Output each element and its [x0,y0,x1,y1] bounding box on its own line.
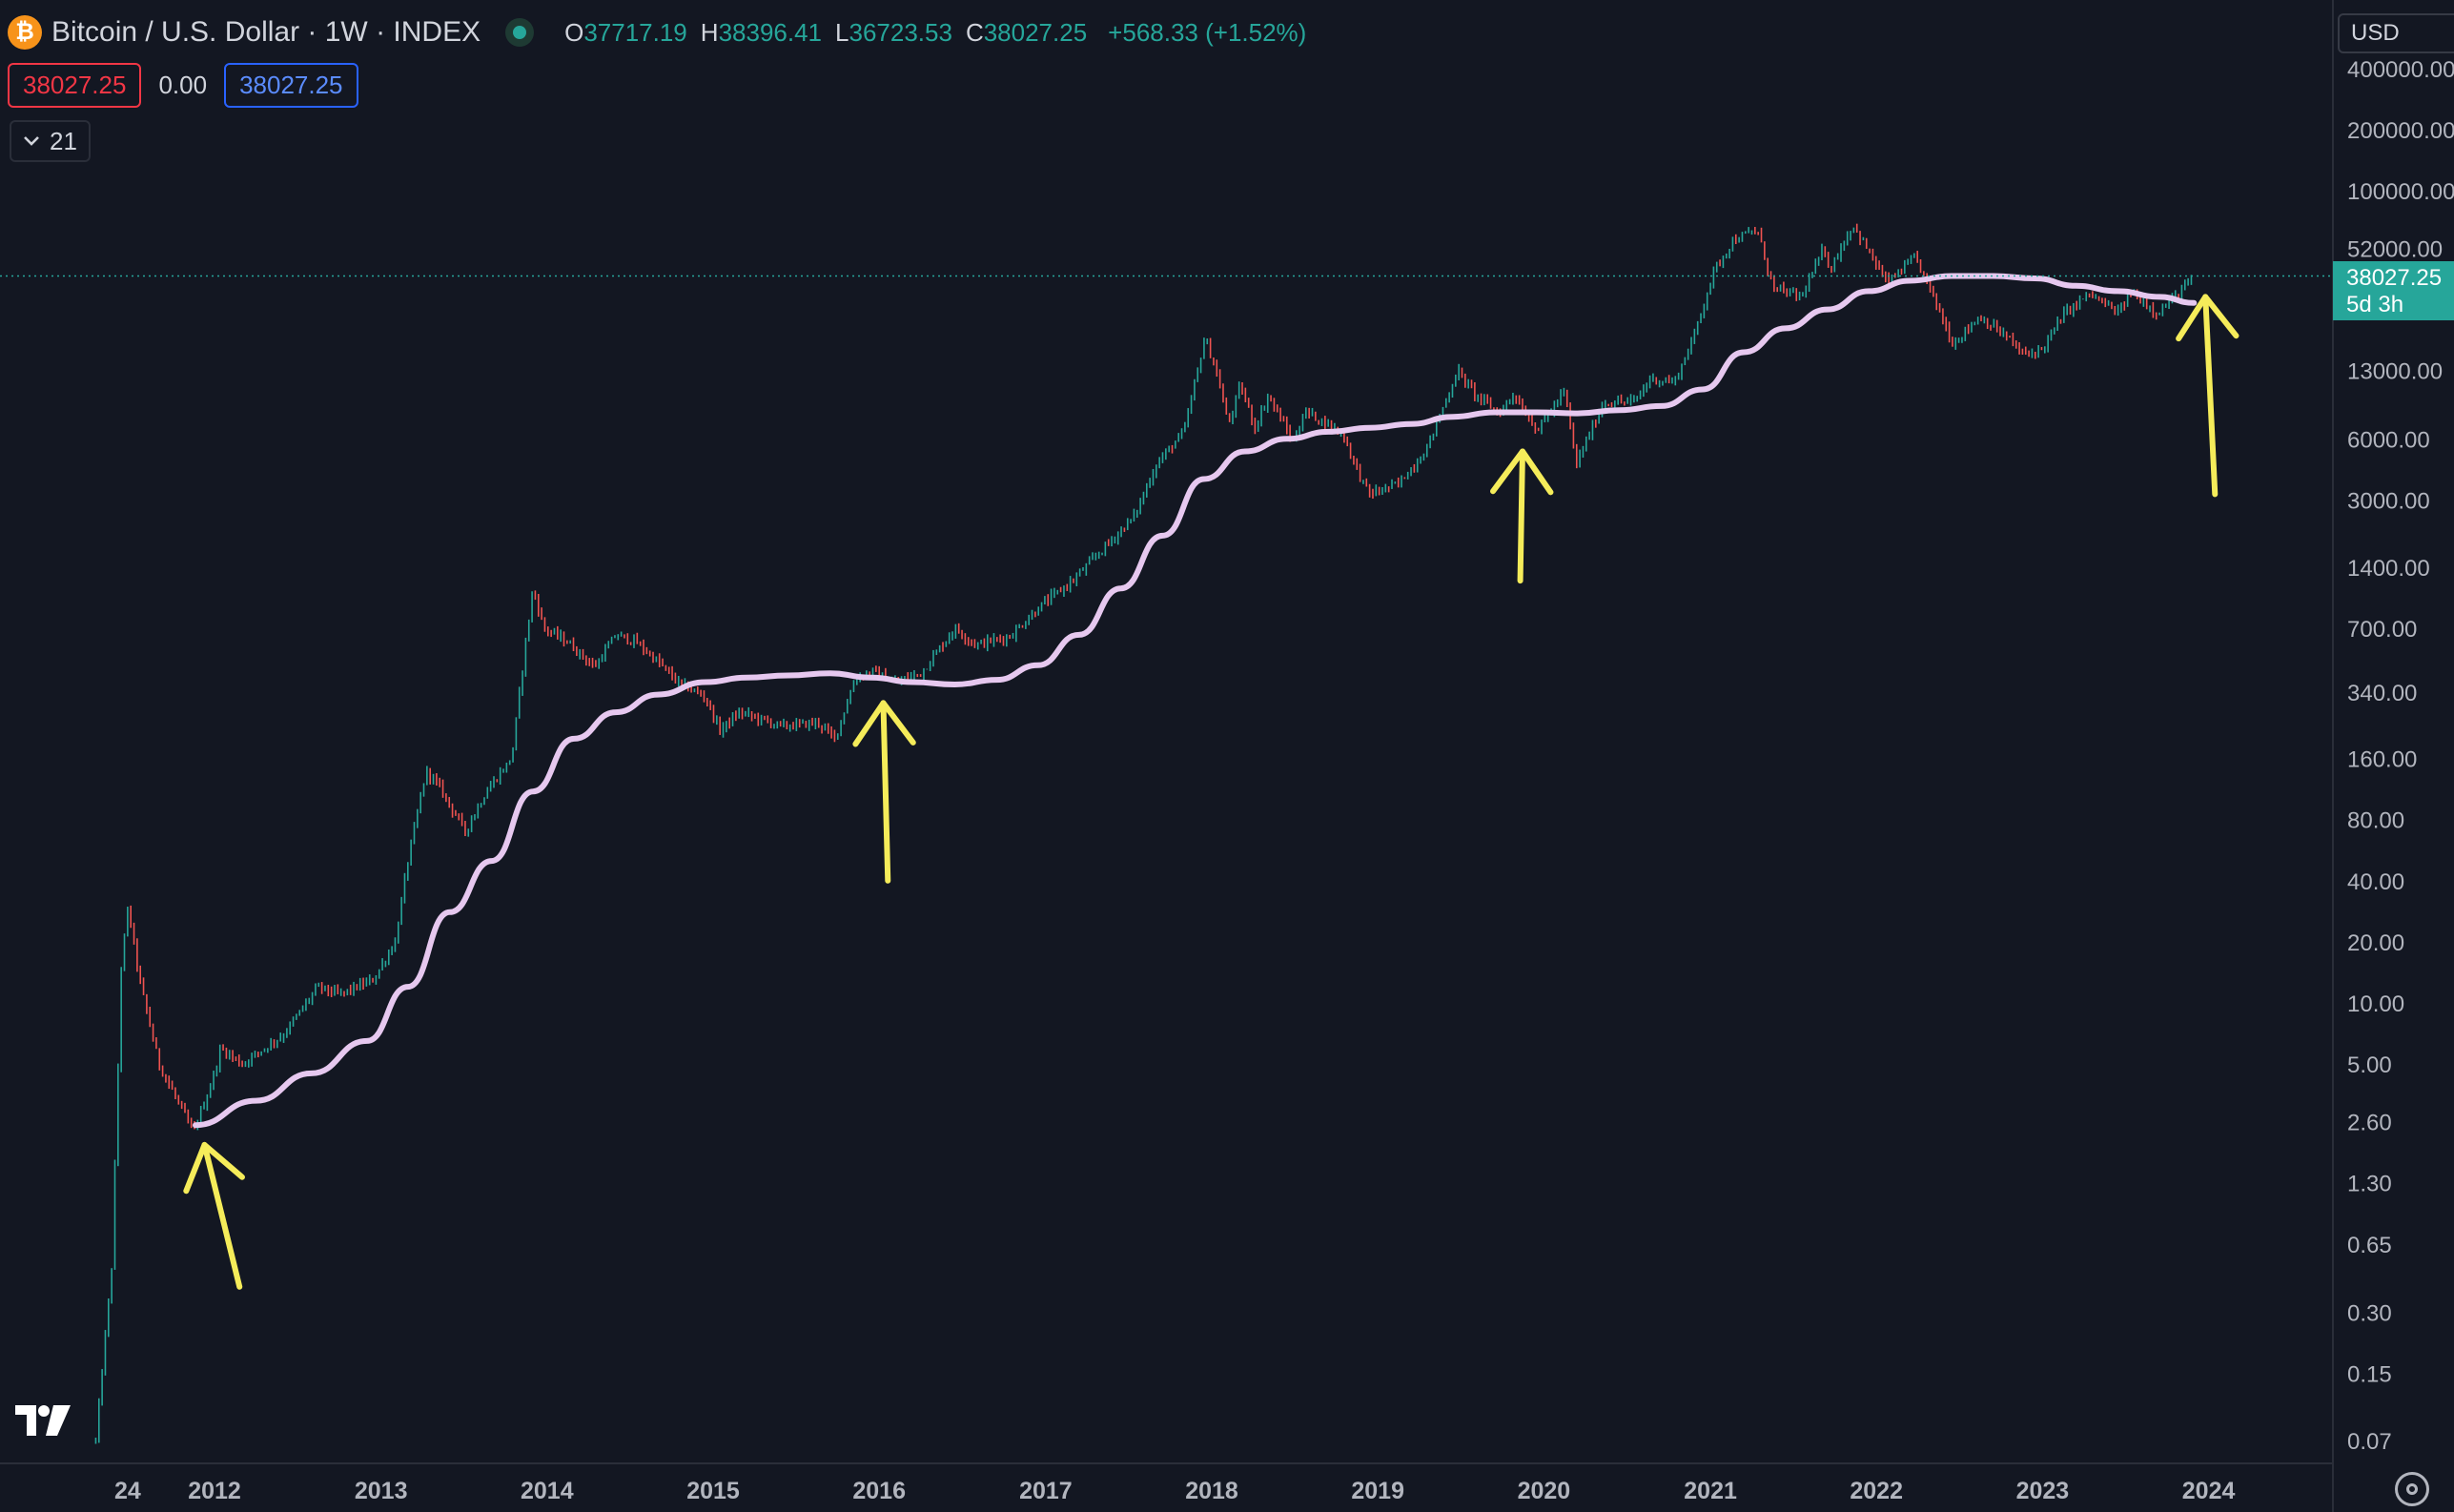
arrow-head [2176,294,2239,342]
annotation-arrow [183,1141,245,1290]
y-tick-label: 10.00 [2347,991,2404,1017]
y-tick-label: 52000.00 [2347,237,2443,263]
y-tick-label: 1.30 [2347,1172,2392,1197]
y-tick-label: 100000.00 [2347,179,2454,205]
currency-selector[interactable]: USD [2338,13,2454,53]
arrow-head [852,700,916,747]
y-tick-label: 6000.00 [2347,427,2430,453]
arrow-head [183,1141,245,1195]
ohlc-open-label: O [564,17,584,47]
spread-value: 0.00 [158,70,208,99]
candles [94,223,2193,1444]
x-tick-label: 2018 [1185,1478,1238,1504]
tradingview-logo-icon [15,1405,71,1436]
y-tick-label: 700.00 [2347,617,2417,643]
y-tick-label: 0.30 [2347,1300,2392,1326]
y-tick-label: 80.00 [2347,808,2404,834]
moving-average-line [193,273,2198,1129]
market-open-icon [505,18,535,47]
y-tick-label: 160.00 [2347,747,2417,773]
ohlc-close-value: 38027.25 [983,17,1088,47]
y-tick-label: 13000.00 [2347,359,2443,385]
ohlc-close-label: C [965,17,984,47]
y-axis-ticks[interactable]: 400000.00 200000.00 100000.00 52000.00 13000… [2347,57,2454,1455]
last-price-value: 38027.25 [2346,265,2443,291]
x-tick-label: 2012 [188,1478,241,1504]
y-tick-label: 340.00 [2347,681,2417,706]
ohlc-low-label: L [835,17,849,47]
y-tick-label: 20.00 [2347,930,2404,956]
annotation-arrows [183,294,2239,1290]
x-tick-label: 2023 [2016,1478,2070,1504]
x-tick-label: 2019 [1351,1478,1404,1504]
y-tick-label: 0.07 [2347,1429,2392,1455]
last-price-label: 38027.25 5d 3h [2333,261,2454,320]
x-tick-label: 2020 [1518,1478,1571,1504]
y-tick-label: 0.15 [2347,1362,2392,1388]
x-axis-ticks[interactable]: 24 2012 2013 2014 2015 2016 2017 2018 2019 2020 20… [114,1478,2236,1504]
x-tick-label: 24 [114,1478,141,1504]
ma-curve [193,273,2198,1129]
annotation-arrow [2176,294,2239,498]
symbol-header: ₿ Bitcoin / U.S. Dollar · 1W · INDEX O37… [8,13,1306,51]
chart-settings-icon[interactable] [2395,1472,2429,1506]
ohlc-high-label: H [700,17,719,47]
y-tick-label: 1400.00 [2347,556,2430,582]
symbol-title[interactable]: Bitcoin / U.S. Dollar · 1W · INDEX [51,16,481,48]
chevron-down-icon [24,136,39,146]
x-tick-label: 2013 [355,1478,408,1504]
y-tick-label: 40.00 [2347,869,2404,895]
ohlc-readout: O37717.19 H38396.41 L36723.53 C38027.25 … [564,18,1306,48]
price-change: +568.33 (+1.52%) [1108,17,1307,47]
y-tick-label: 0.65 [2347,1233,2392,1258]
arrow-shaft [1517,448,1525,584]
y-tick-label: 400000.00 [2347,57,2454,83]
arrow-shaft [201,1141,243,1290]
axes [0,0,2334,1512]
x-tick-label: 2016 [852,1478,906,1504]
x-tick-label: 2024 [2182,1478,2236,1504]
indicators-toggle-button[interactable]: 21 [10,120,91,162]
arrow-shaft [880,700,891,884]
arrow-shaft [2202,294,2219,498]
x-tick-label: 2017 [1019,1478,1073,1504]
x-tick-label: 2022 [1850,1478,1903,1504]
annotation-arrow [1490,448,1554,584]
buy-price-button[interactable]: 38027.25 [224,62,358,108]
x-tick-label: 2014 [521,1478,574,1504]
y-tick-label: 200000.00 [2347,118,2454,144]
sell-price-button[interactable]: 38027.25 [8,62,142,108]
arrow-head [1490,448,1554,496]
x-tick-label: 2021 [1684,1478,1737,1504]
ohlc-high-value: 38396.41 [718,17,823,47]
bitcoin-icon: ₿ [8,15,42,50]
bar-countdown: 5d 3h [2346,292,2404,317]
ohlc-low-value: 36723.53 [849,17,952,47]
y-tick-label: 5.00 [2347,1052,2392,1078]
x-tick-label: 2015 [686,1478,740,1504]
ohlc-open-value: 37717.19 [583,17,687,47]
trade-price-bar: 38027.25 0.00 38027.25 [8,62,358,108]
annotation-arrow [852,700,916,884]
y-tick-label: 3000.00 [2347,488,2430,514]
indicator-count: 21 [50,126,77,155]
y-tick-label: 2.60 [2347,1111,2392,1136]
